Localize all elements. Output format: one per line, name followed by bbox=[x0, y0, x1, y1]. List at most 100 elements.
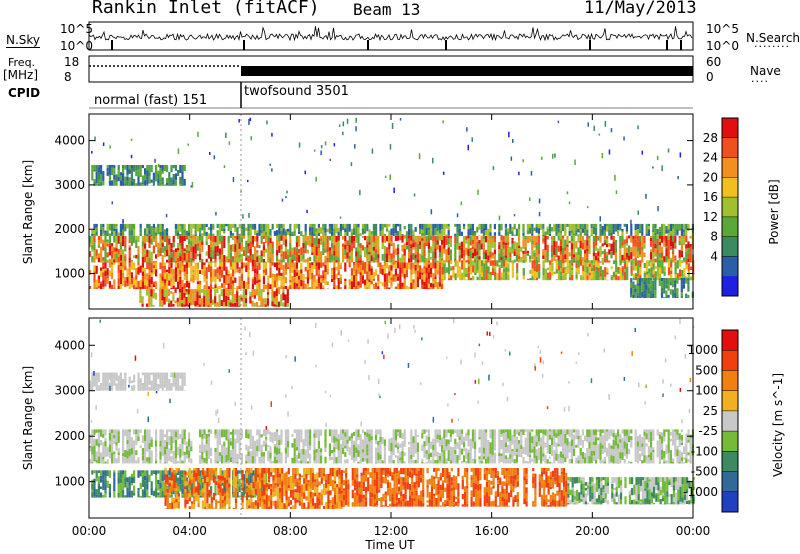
echo-cell bbox=[660, 281, 664, 288]
echo-cell bbox=[128, 230, 131, 236]
echo-cell bbox=[95, 457, 98, 461]
echo-cell bbox=[269, 163, 271, 166]
echo-cell bbox=[298, 255, 301, 263]
echo-cell bbox=[163, 285, 166, 290]
echo-cell bbox=[201, 459, 204, 464]
echo-cell bbox=[287, 262, 290, 267]
echo-cell bbox=[625, 253, 628, 258]
echo-cell bbox=[236, 235, 239, 240]
echo-cell bbox=[174, 451, 177, 459]
echo-cell bbox=[214, 259, 217, 262]
echo-cell bbox=[370, 455, 373, 461]
echo-cell bbox=[185, 449, 188, 455]
echo-cell bbox=[166, 228, 169, 233]
echo-cell bbox=[179, 453, 182, 458]
echo-cell bbox=[295, 440, 298, 447]
echo-cell bbox=[172, 274, 175, 280]
echo-cell bbox=[533, 239, 536, 246]
echo-cell bbox=[174, 273, 177, 282]
echo-cell bbox=[350, 235, 353, 244]
echo-cell bbox=[119, 266, 122, 270]
echo-cell bbox=[104, 380, 107, 388]
echo-cell bbox=[247, 262, 250, 271]
echo-cell bbox=[573, 448, 576, 457]
echo-cell bbox=[344, 244, 347, 250]
echo-cell bbox=[95, 265, 98, 274]
echo-cell bbox=[513, 223, 516, 230]
echo-cell bbox=[106, 244, 109, 247]
echo-cell bbox=[654, 248, 657, 251]
echo-cell bbox=[238, 267, 241, 274]
echo-cell bbox=[364, 269, 367, 274]
echo-cell bbox=[551, 227, 554, 232]
echo-cell bbox=[560, 268, 563, 272]
echo-cell bbox=[214, 452, 217, 458]
echo-cell bbox=[559, 239, 562, 246]
echo-cell bbox=[267, 223, 270, 231]
echo-cell bbox=[379, 461, 382, 464]
echo-cell bbox=[119, 242, 122, 250]
echo-cell bbox=[460, 448, 463, 455]
echo-cell bbox=[254, 259, 257, 263]
echo-cell bbox=[350, 284, 353, 289]
echo-cell bbox=[289, 273, 292, 281]
echo-cell bbox=[179, 262, 182, 270]
echo-cell bbox=[366, 448, 369, 453]
echo-cell bbox=[670, 267, 673, 271]
echo-cell bbox=[593, 125, 595, 131]
echo-cell bbox=[355, 441, 358, 444]
echo-cell bbox=[661, 252, 664, 259]
echo-cell bbox=[436, 260, 439, 263]
echo-cell bbox=[381, 254, 384, 261]
echo-cell bbox=[502, 266, 506, 269]
echo-cell bbox=[337, 235, 340, 241]
echo-cell bbox=[447, 230, 450, 235]
echo-cell bbox=[568, 252, 571, 257]
echo-cell bbox=[480, 260, 484, 267]
echo-cell bbox=[161, 268, 164, 274]
echo-cell bbox=[643, 282, 646, 285]
echo-cell bbox=[155, 452, 158, 456]
echo-cell bbox=[526, 250, 529, 253]
echo-cell bbox=[372, 257, 375, 263]
echo-cell bbox=[412, 459, 415, 464]
echo-cell bbox=[427, 262, 430, 265]
echo-cell bbox=[210, 266, 213, 272]
echo-cell bbox=[452, 269, 455, 278]
echo-cell bbox=[504, 455, 507, 460]
echo-cell bbox=[232, 256, 235, 260]
echo-cell bbox=[218, 285, 221, 289]
echo-cell bbox=[150, 165, 153, 173]
echo-cell bbox=[178, 300, 182, 307]
echo-cell bbox=[414, 270, 417, 274]
echo-cell bbox=[441, 437, 444, 446]
echo-cell bbox=[205, 281, 208, 289]
echo-cell bbox=[383, 460, 386, 464]
echo-cell bbox=[471, 223, 474, 231]
echo-cell bbox=[146, 457, 149, 462]
echo-cell bbox=[238, 285, 241, 290]
echo-cell bbox=[552, 153, 554, 159]
echo-cell bbox=[482, 462, 485, 464]
echo-cell bbox=[557, 235, 560, 241]
echo-cell bbox=[97, 253, 100, 258]
echo-cell bbox=[177, 379, 180, 384]
echo-cell bbox=[141, 372, 144, 376]
echo-cell bbox=[313, 433, 316, 438]
echo-cell bbox=[210, 231, 213, 236]
echo-cell bbox=[632, 235, 635, 239]
echo-cell bbox=[518, 235, 521, 242]
echo-cell bbox=[146, 235, 149, 243]
echo-cell bbox=[632, 281, 635, 285]
echo-cell bbox=[403, 248, 406, 256]
echo-cell bbox=[595, 429, 598, 436]
echo-cell bbox=[181, 165, 184, 172]
echo-cell bbox=[247, 433, 250, 439]
echo-cell bbox=[355, 223, 358, 231]
echo-cell bbox=[513, 433, 516, 437]
echo-cell bbox=[410, 275, 413, 283]
echo-cell bbox=[324, 279, 327, 285]
echo-cell bbox=[612, 271, 616, 278]
echo-cell bbox=[568, 441, 571, 448]
